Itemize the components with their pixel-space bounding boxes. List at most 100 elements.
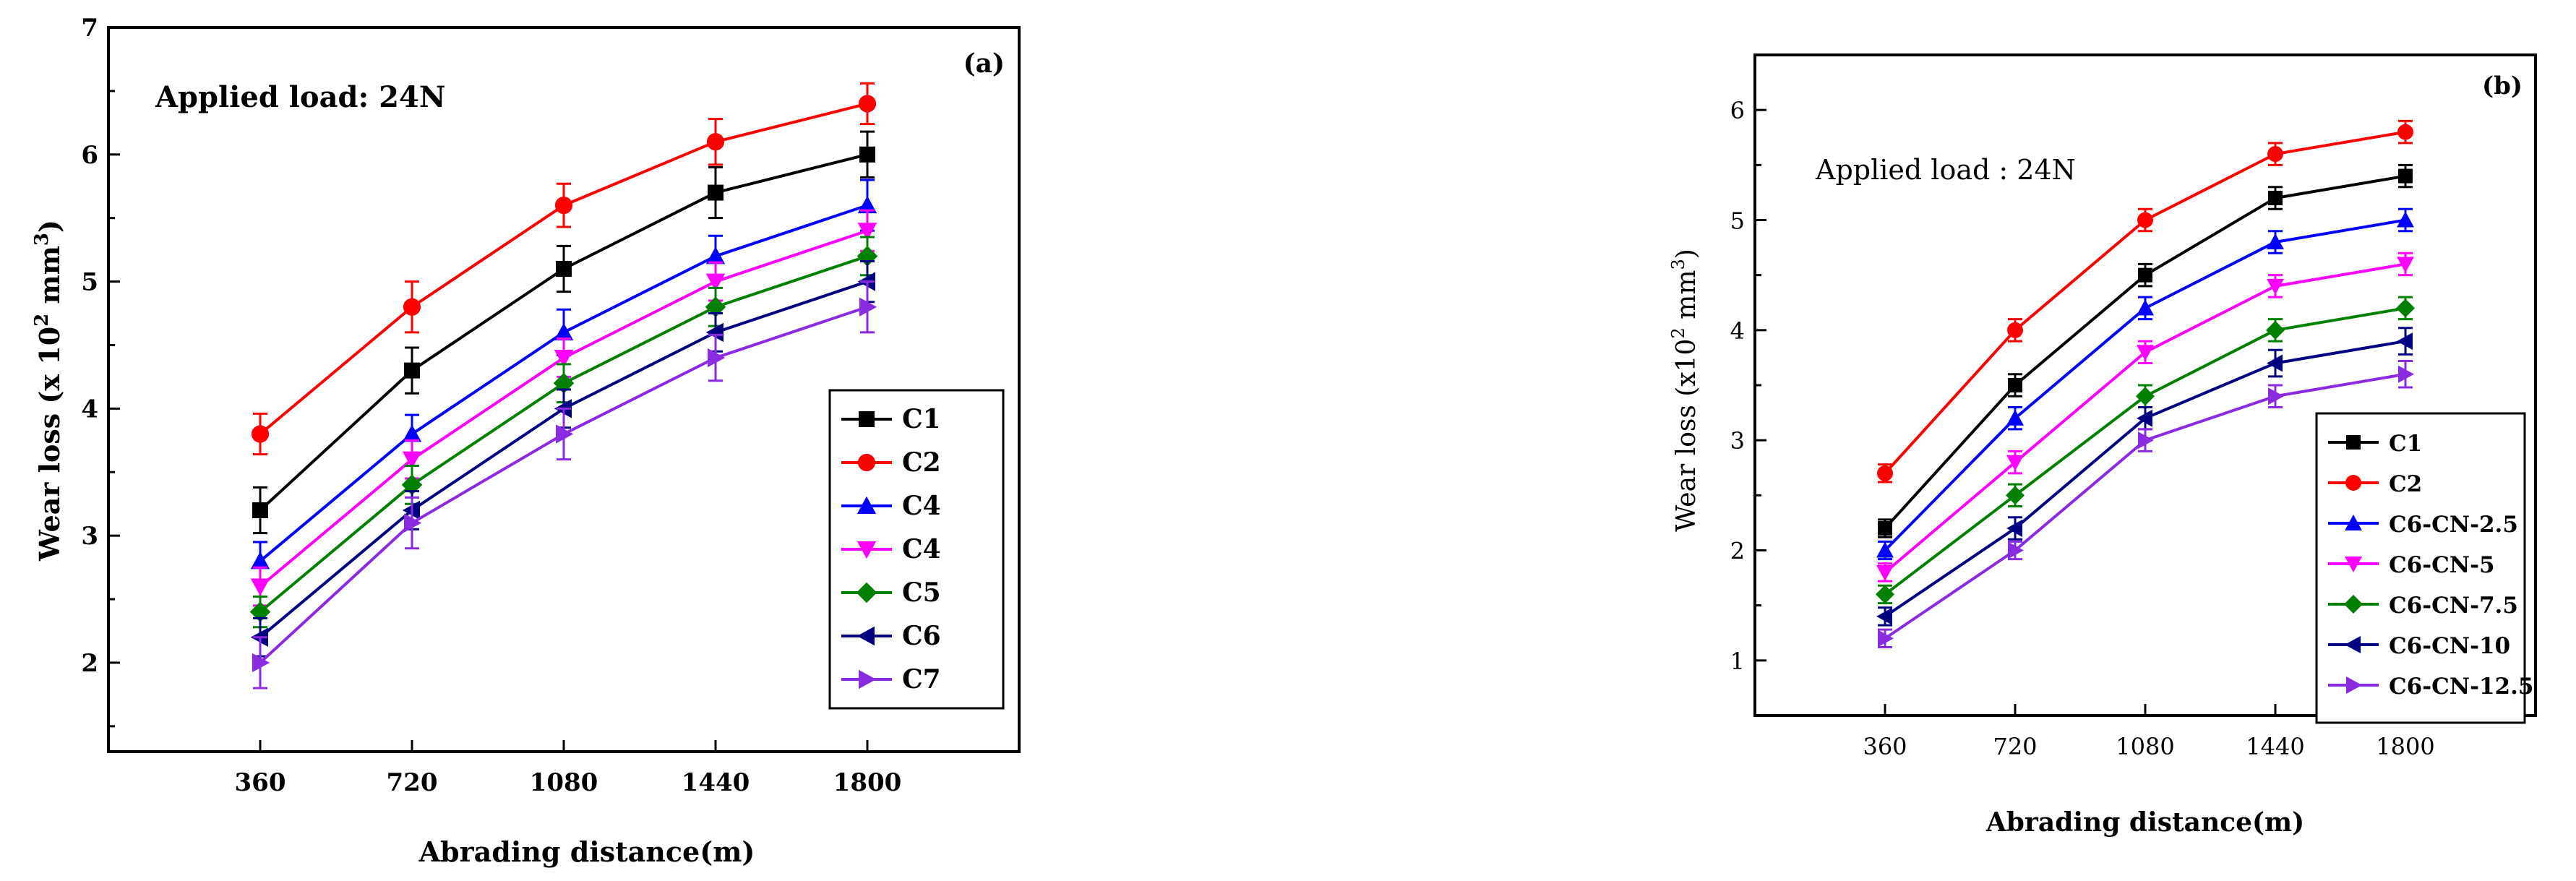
data-point-C4 bbox=[554, 350, 574, 368]
data-point-C6-CN-7.5 bbox=[2006, 486, 2025, 505]
data-point-C6-CN-12.5 bbox=[2398, 365, 2414, 383]
data-point-C1 bbox=[2268, 191, 2283, 206]
legend: C1 C2 C6-CN-2.5 C6-CN-5 C6-CN-7.5 C6-CN-10 C6-… bbox=[2315, 412, 2534, 724]
data-point-C2 bbox=[1877, 465, 1893, 481]
y-axis: 2 3 4 5 6 7 bbox=[81, 14, 120, 728]
data-point-C1 bbox=[556, 261, 572, 277]
data-point-C1 bbox=[2008, 378, 2022, 392]
data-point-C7 bbox=[556, 424, 574, 444]
legend-marker bbox=[2345, 556, 2362, 572]
data-point-C2 bbox=[2267, 146, 2283, 163]
data-point-C4 bbox=[705, 273, 726, 291]
data-point-C5 bbox=[249, 601, 271, 622]
legend-marker bbox=[856, 541, 877, 559]
legend-label: C4 bbox=[902, 534, 941, 564]
data-point-C6-CN-7.5 bbox=[2266, 320, 2285, 340]
y-axis: 1 2 3 4 5 6 bbox=[1730, 97, 1766, 675]
x-axis: 360 720 1080 1440 1800 bbox=[1863, 704, 2435, 760]
legend-label: C6 bbox=[902, 621, 941, 651]
data-point-C1 bbox=[2398, 168, 2413, 184]
x-tick-label: 360 bbox=[235, 768, 286, 797]
legend-marker bbox=[859, 411, 875, 427]
data-point-C6-CN-7.5 bbox=[1876, 585, 1894, 604]
data-point-C2 bbox=[2137, 212, 2153, 228]
data-point-C1 bbox=[252, 502, 268, 518]
y-tick-label: 1 bbox=[1730, 648, 1745, 675]
legend-marker bbox=[856, 582, 877, 603]
data-point-C6-CN-10 bbox=[2267, 354, 2283, 372]
y-tick-label: 2 bbox=[1730, 538, 1745, 565]
data-point-C6-CN-10 bbox=[2006, 520, 2022, 538]
y-tick-label: 5 bbox=[1730, 207, 1745, 235]
data-point-C6-CN-12.5 bbox=[2138, 431, 2154, 450]
x-tick-label: 1440 bbox=[2246, 733, 2304, 760]
data-point-C6-CN-7.5 bbox=[2396, 298, 2415, 318]
data-point-C6-CN-2.5 bbox=[2137, 299, 2154, 316]
data-point-C7 bbox=[708, 348, 726, 368]
legend-marker bbox=[857, 453, 876, 472]
y-axis-title: Wear loss (x 102 mm3) bbox=[31, 220, 66, 562]
legend-label: C4 bbox=[902, 491, 941, 521]
data-point-C6-CN-5 bbox=[2267, 278, 2284, 295]
data-point-C7 bbox=[404, 513, 422, 533]
data-point-C1 bbox=[2138, 267, 2152, 283]
data-point-C6-CN-5 bbox=[2006, 455, 2024, 471]
x-tick-label: 1440 bbox=[682, 768, 750, 797]
data-point-C2 bbox=[2007, 322, 2023, 338]
data-point-C2 bbox=[403, 298, 421, 316]
series-layer bbox=[249, 82, 878, 689]
legend-label: C2 bbox=[2389, 471, 2422, 497]
panel-label: (b) bbox=[2482, 72, 2523, 100]
legend-marker bbox=[2346, 676, 2362, 694]
legend-label: C1 bbox=[2389, 431, 2422, 457]
legend-marker bbox=[2344, 595, 2363, 614]
y-tick-label: 3 bbox=[1730, 427, 1745, 455]
legend-label: C2 bbox=[902, 447, 941, 478]
x-axis-title: Abrading distance(m) bbox=[1985, 807, 2304, 838]
chart-panel-b: 1 2 3 4 5 6 360 720 1080 1440 1800 (b) Applied lo… bbox=[1668, 53, 2537, 838]
data-point-C6-CN-5 bbox=[1876, 564, 1894, 581]
legend-label: C6-CN-5 bbox=[2389, 552, 2495, 578]
y-tick-label: 4 bbox=[1730, 317, 1745, 345]
x-tick-label: 1080 bbox=[2116, 733, 2174, 760]
x-tick-label: 1080 bbox=[530, 768, 598, 797]
data-point-C6-CN-12.5 bbox=[2008, 541, 2024, 559]
data-point-C6-CN-12.5 bbox=[2268, 387, 2284, 405]
data-point-C4 bbox=[554, 322, 574, 340]
legend-label: C6-CN-12.5 bbox=[2389, 674, 2534, 700]
y-axis-title: Wear loss (x102 mm3) bbox=[1668, 249, 1701, 532]
data-point-C4 bbox=[250, 551, 270, 570]
legend-label: C5 bbox=[902, 577, 941, 608]
data-point-C6-CN-10 bbox=[2137, 409, 2152, 427]
legend-marker bbox=[2345, 475, 2361, 491]
data-point-C2 bbox=[554, 197, 573, 215]
x-axis: 360 720 1080 1440 1800 bbox=[235, 740, 901, 797]
x-tick-label: 720 bbox=[1993, 733, 2037, 760]
y-tick-label: 5 bbox=[81, 268, 98, 297]
data-point-C2 bbox=[858, 95, 877, 113]
data-point-C4 bbox=[857, 223, 877, 241]
data-point-C1 bbox=[708, 184, 724, 201]
data-point-C6 bbox=[705, 322, 724, 343]
data-point-C5 bbox=[705, 296, 726, 318]
data-point-C6-CN-2.5 bbox=[2397, 211, 2414, 228]
load-annotation: Applied load: 24N bbox=[155, 80, 445, 114]
x-tick-label: 1800 bbox=[2376, 733, 2434, 760]
y-tick-label: 7 bbox=[81, 14, 98, 43]
legend-marker bbox=[859, 669, 877, 689]
data-point-C6-CN-10 bbox=[2397, 332, 2413, 351]
data-point-C4 bbox=[857, 195, 877, 214]
data-point-C2 bbox=[251, 425, 270, 443]
data-point-C6-CN-2.5 bbox=[2267, 233, 2284, 249]
y-tick-label: 2 bbox=[81, 649, 98, 678]
y-tick-label: 6 bbox=[81, 141, 98, 170]
data-point-C4 bbox=[402, 424, 422, 442]
data-point-C1 bbox=[1878, 521, 1892, 536]
data-point-C1 bbox=[404, 362, 420, 379]
legend: C1 C2 C4 C4 C5 C6 C7 bbox=[828, 389, 1005, 710]
data-point-C5 bbox=[401, 474, 423, 496]
load-annotation: Applied load : 24N bbox=[1815, 154, 2076, 186]
panel-label: (a) bbox=[963, 48, 1005, 79]
